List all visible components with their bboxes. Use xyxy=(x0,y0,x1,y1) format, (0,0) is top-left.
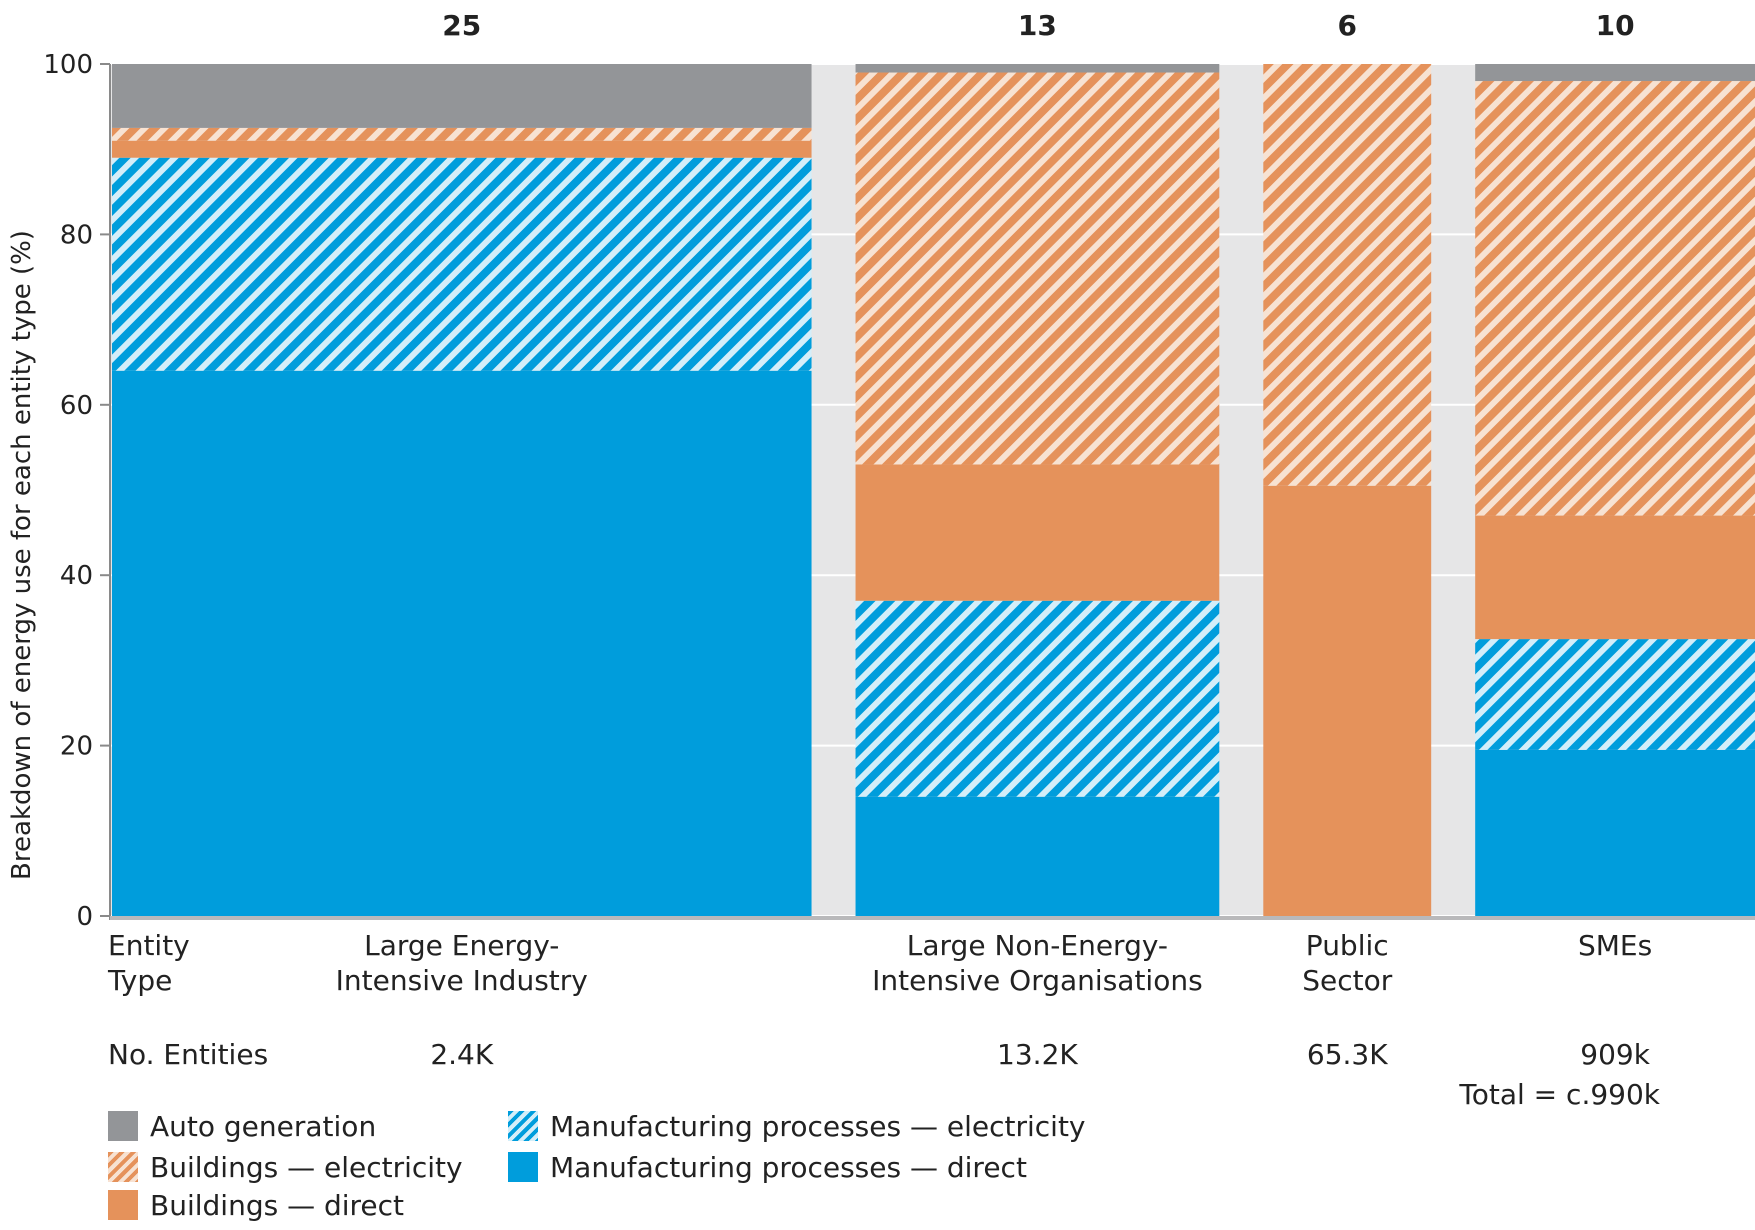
bar-segment-smes-mfg_direct xyxy=(1475,749,1755,916)
bar-segment-large-energy-intensive-industry-bld_elec xyxy=(112,127,812,141)
entity-count-label: 2.4K xyxy=(430,1038,494,1071)
category-width-label: 6 xyxy=(1337,9,1356,42)
bar-segment-large-non-energy-intensive-organisations-bld_elec xyxy=(855,72,1220,465)
category-name-label: Large Non-Energy-Intensive Organisations xyxy=(872,929,1203,997)
total-entities-label: Total = c.990k xyxy=(1458,1078,1660,1105)
legend-swatch-buildings-direct xyxy=(108,1190,138,1220)
bar-segment-large-energy-intensive-industry-mfg_elec xyxy=(112,157,812,371)
legend-label: Manufacturing processes — electricity xyxy=(550,1109,1086,1143)
category-name-label: Large Energy-Intensive Industry xyxy=(336,929,588,997)
category-name-label: Public Sector xyxy=(1302,929,1393,997)
legend-swatch-manufacturing-direct xyxy=(508,1152,538,1182)
no-entities-row-label: No. Entities xyxy=(108,1038,268,1071)
chart: 0 20 40 60 80 100 Breakdown of energy use for… xyxy=(7,9,1755,1105)
legend: Auto generation Buildings — electricity … xyxy=(108,1108,1108,1228)
y-tick-label: 20 xyxy=(60,732,93,762)
bar-segment-large-energy-intensive-industry-mfg_direct xyxy=(112,370,812,917)
y-tick-label: 100 xyxy=(43,50,93,80)
y-tick-label: 80 xyxy=(60,220,93,250)
bar-segment-smes-bld_direct xyxy=(1475,515,1755,640)
bar-segment-large-non-energy-intensive-organisations-mfg_direct xyxy=(855,796,1220,916)
legend-item-auto-generation: Auto generation xyxy=(108,1108,376,1144)
legend-label: Buildings — direct xyxy=(150,1188,405,1222)
bar-segment-smes-mfg_elec xyxy=(1475,639,1755,750)
category-width-label: 13 xyxy=(1018,9,1057,42)
entity-count-label: 909k xyxy=(1580,1038,1650,1071)
bar-segment-smes-auto xyxy=(1475,64,1755,82)
bar-segment-large-energy-intensive-industry-bld_direct xyxy=(112,140,812,158)
category-width-label: 25 xyxy=(442,9,481,42)
legend-swatch-buildings-electricity xyxy=(108,1152,138,1182)
y-tick-label: 40 xyxy=(60,561,93,591)
category-width-label: 10 xyxy=(1596,9,1635,42)
y-tick-label: 60 xyxy=(60,391,93,421)
legend-label: Buildings — electricity xyxy=(150,1150,463,1184)
category-name-label: SMEs xyxy=(1578,929,1652,962)
entity-type-row-label: Entity Type xyxy=(107,929,190,997)
legend-label: Auto generation xyxy=(150,1109,377,1143)
legend-item-buildings-direct: Buildings — direct xyxy=(108,1187,404,1223)
legend-item-manufacturing-direct: Manufacturing processes — direct xyxy=(508,1149,1027,1185)
bar-segment-public-sector-bld_direct xyxy=(1263,485,1432,916)
legend-swatch-manufacturing-electricity xyxy=(508,1111,538,1141)
bar-segment-large-non-energy-intensive-organisations-bld_direct xyxy=(855,464,1220,601)
bar-segment-smes-bld_elec xyxy=(1475,81,1755,516)
legend-label: Manufacturing processes — direct xyxy=(550,1150,1027,1184)
bar-segment-large-non-energy-intensive-organisations-auto xyxy=(855,64,1220,73)
legend-item-manufacturing-electricity: Manufacturing processes — electricity xyxy=(508,1108,1086,1144)
y-tick-label: 0 xyxy=(76,902,93,932)
y-axis-label: Breakdown of energy use for each entity … xyxy=(7,230,37,880)
legend-item-buildings-electricity: Buildings — electricity xyxy=(108,1149,463,1185)
bar-segment-public-sector-bld_elec xyxy=(1263,64,1432,486)
bar-segment-large-non-energy-intensive-organisations-mfg_elec xyxy=(855,600,1220,797)
entity-count-label: 65.3K xyxy=(1307,1038,1388,1071)
legend-swatch-auto-generation xyxy=(108,1111,138,1141)
bar-segment-large-energy-intensive-industry-auto xyxy=(112,64,812,128)
entity-count-label: 13.2K xyxy=(997,1038,1078,1071)
